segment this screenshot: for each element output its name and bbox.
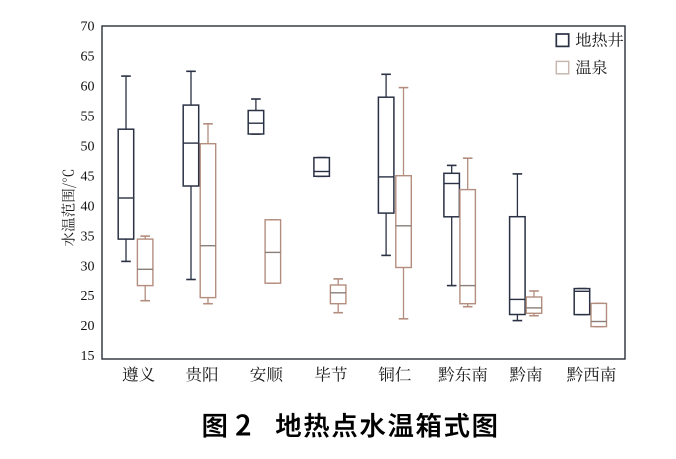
- svg-text:35: 35: [81, 229, 95, 244]
- svg-text:65: 65: [81, 50, 95, 65]
- svg-text:30: 30: [81, 259, 95, 274]
- svg-text:55: 55: [81, 110, 95, 125]
- svg-text:15: 15: [81, 349, 95, 364]
- svg-text:70: 70: [81, 20, 95, 35]
- svg-text:45: 45: [81, 169, 95, 184]
- svg-text:25: 25: [81, 289, 95, 304]
- svg-text:50: 50: [81, 140, 95, 155]
- svg-text:40: 40: [81, 199, 95, 214]
- svg-text:20: 20: [81, 319, 95, 334]
- svg-text:60: 60: [81, 80, 95, 95]
